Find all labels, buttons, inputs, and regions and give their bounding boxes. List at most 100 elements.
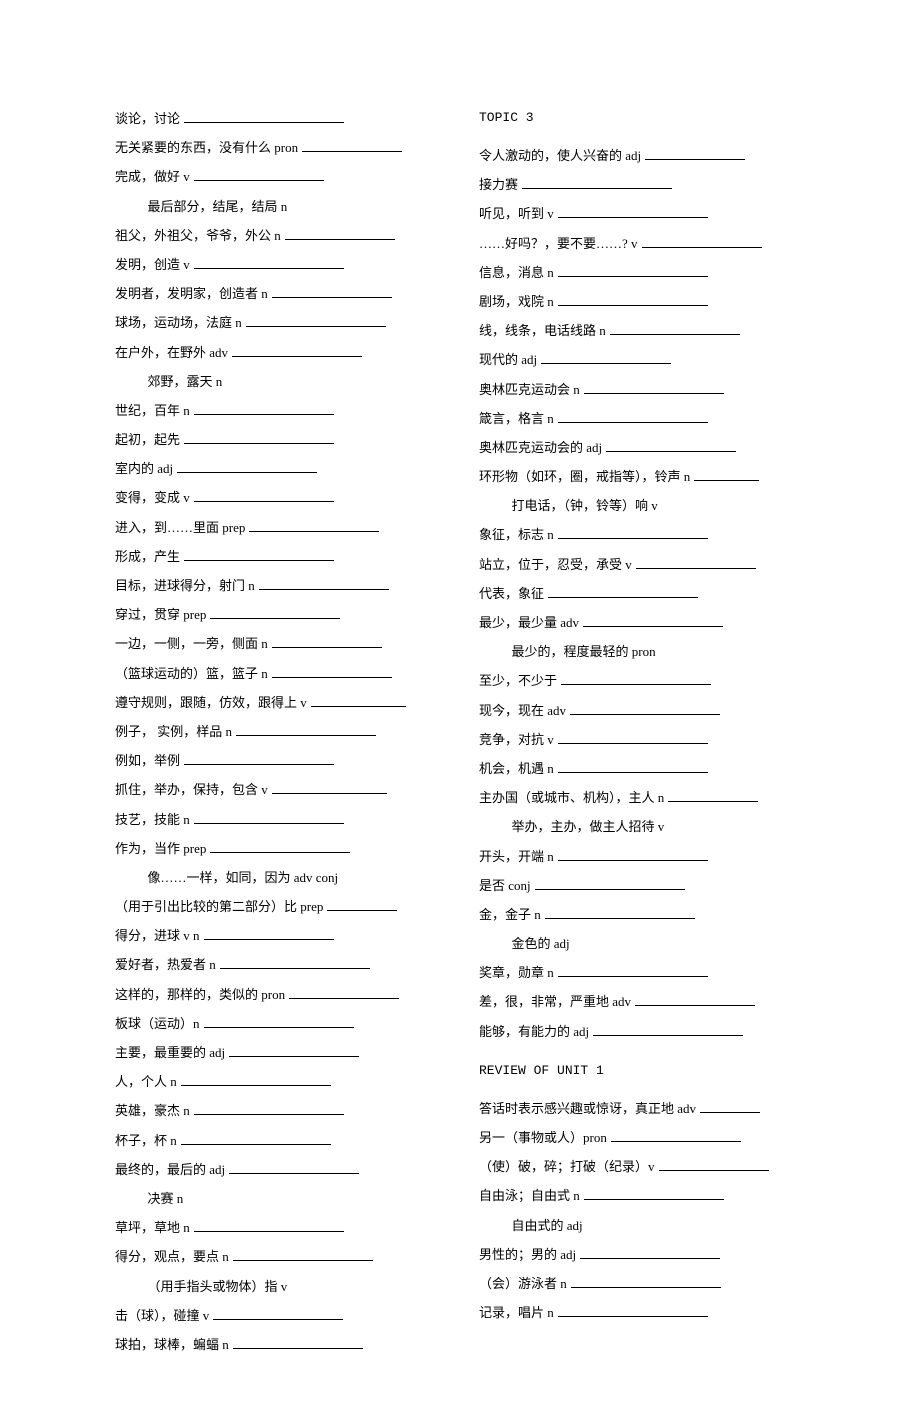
fill-blank[interactable] <box>194 1103 344 1116</box>
fill-blank[interactable] <box>558 293 708 306</box>
fill-blank[interactable] <box>246 315 386 328</box>
vocab-entry: 记录，唱片 n <box>479 1304 805 1322</box>
vocab-label: 听见，听到 v <box>479 206 554 221</box>
fill-blank[interactable] <box>194 1219 344 1232</box>
vocab-label: 象征，标志 n <box>479 527 554 542</box>
vocab-label: 例如，举例 <box>115 753 180 768</box>
fill-blank[interactable] <box>561 673 711 686</box>
fill-blank[interactable] <box>606 439 736 452</box>
fill-blank[interactable] <box>580 1246 720 1259</box>
vocab-label: 决赛 n <box>148 1191 184 1206</box>
vocab-entry: 得分，进球 v n <box>115 927 441 945</box>
fill-blank[interactable] <box>272 636 382 649</box>
fill-blank[interactable] <box>611 1129 741 1142</box>
fill-blank[interactable] <box>210 840 350 853</box>
vocab-label: 作为，当作 prep <box>115 841 206 856</box>
fill-blank[interactable] <box>558 206 708 219</box>
vocab-label: 谈论，讨论 <box>115 111 180 126</box>
vocab-label: 例子， 实例，样品 n <box>115 724 232 739</box>
fill-blank[interactable] <box>194 402 334 415</box>
vocab-label: 一边，一侧，一旁，侧面 n <box>115 636 268 651</box>
fill-blank[interactable] <box>194 256 344 269</box>
vocab-entry: 主要，最重要的 adj <box>115 1044 441 1062</box>
vocab-entry: 在户外，在野外 adv <box>115 344 441 362</box>
fill-blank[interactable] <box>220 957 370 970</box>
vocab-label: （篮球运动的）篮，篮子 n <box>115 666 268 681</box>
fill-blank[interactable] <box>558 1304 708 1317</box>
fill-blank[interactable] <box>232 344 362 357</box>
fill-blank[interactable] <box>635 994 755 1007</box>
fill-blank[interactable] <box>610 322 740 335</box>
fill-blank[interactable] <box>184 431 334 444</box>
fill-blank[interactable] <box>668 789 758 802</box>
fill-blank[interactable] <box>289 986 399 999</box>
vocab-entry: 决赛 n <box>115 1190 441 1208</box>
fill-blank[interactable] <box>584 1188 724 1201</box>
fill-blank[interactable] <box>272 665 392 678</box>
vocab-entry: 变得，变成 v <box>115 489 441 507</box>
fill-blank[interactable] <box>570 702 720 715</box>
fill-blank[interactable] <box>700 1100 760 1113</box>
fill-blank[interactable] <box>541 352 671 365</box>
fill-blank[interactable] <box>204 1015 354 1028</box>
fill-blank[interactable] <box>229 1161 359 1174</box>
fill-blank[interactable] <box>558 760 708 773</box>
vocab-label: 技艺，技能 n <box>115 812 190 827</box>
fill-blank[interactable] <box>177 461 317 474</box>
fill-blank[interactable] <box>229 1044 359 1057</box>
fill-blank[interactable] <box>571 1275 721 1288</box>
vocab-entry: 竞争，对抗 v <box>479 731 805 749</box>
fill-blank[interactable] <box>249 519 379 532</box>
fill-blank[interactable] <box>636 556 756 569</box>
fill-blank[interactable] <box>285 227 395 240</box>
vocab-label: （会）游泳者 n <box>479 1276 567 1291</box>
fill-blank[interactable] <box>694 468 759 481</box>
fill-blank[interactable] <box>522 177 672 190</box>
fill-blank[interactable] <box>545 906 695 919</box>
vocab-label: 得分，观点，要点 n <box>115 1249 229 1264</box>
fill-blank[interactable] <box>584 381 724 394</box>
vocab-label: 剧场，戏院 n <box>479 294 554 309</box>
fill-blank[interactable] <box>259 577 389 590</box>
fill-blank[interactable] <box>535 877 685 890</box>
fill-blank[interactable] <box>272 285 392 298</box>
fill-blank[interactable] <box>233 1249 373 1262</box>
fill-blank[interactable] <box>272 782 387 795</box>
fill-blank[interactable] <box>659 1159 769 1172</box>
fill-blank[interactable] <box>558 527 708 540</box>
fill-blank[interactable] <box>181 1132 331 1145</box>
fill-blank[interactable] <box>593 1023 743 1036</box>
vocab-label: 开头，开端 n <box>479 849 554 864</box>
vocab-label: 男性的；男的 adj <box>479 1247 576 1262</box>
fill-blank[interactable] <box>558 848 708 861</box>
fill-blank[interactable] <box>645 147 745 160</box>
fill-blank[interactable] <box>642 235 762 248</box>
fill-blank[interactable] <box>311 694 406 707</box>
vocab-entry: 至少，不少于 <box>479 672 805 690</box>
fill-blank[interactable] <box>327 898 397 911</box>
fill-blank[interactable] <box>213 1307 343 1320</box>
vocab-label: 信息，消息 n <box>479 265 554 280</box>
fill-blank[interactable] <box>184 110 344 123</box>
fill-blank[interactable] <box>181 1074 331 1087</box>
fill-blank[interactable] <box>558 410 708 423</box>
fill-blank[interactable] <box>583 614 723 627</box>
fill-blank[interactable] <box>194 169 324 182</box>
fill-blank[interactable] <box>558 731 708 744</box>
fill-blank[interactable] <box>236 723 376 736</box>
fill-blank[interactable] <box>194 811 344 824</box>
vocab-label: 现今，现在 adv <box>479 703 566 718</box>
fill-blank[interactable] <box>210 607 340 620</box>
vocab-entry: 形成，产生 <box>115 548 441 566</box>
fill-blank[interactable] <box>558 264 708 277</box>
vocab-entry: 代表，象征 <box>479 585 805 603</box>
fill-blank[interactable] <box>302 140 402 153</box>
fill-blank[interactable] <box>204 928 334 941</box>
fill-blank[interactable] <box>233 1336 363 1349</box>
fill-blank[interactable] <box>548 585 698 598</box>
fill-blank[interactable] <box>184 548 334 561</box>
vocab-entry: 差，很，非常，严重地 adv <box>479 993 805 1011</box>
fill-blank[interactable] <box>558 965 708 978</box>
fill-blank[interactable] <box>194 490 334 503</box>
fill-blank[interactable] <box>184 752 334 765</box>
